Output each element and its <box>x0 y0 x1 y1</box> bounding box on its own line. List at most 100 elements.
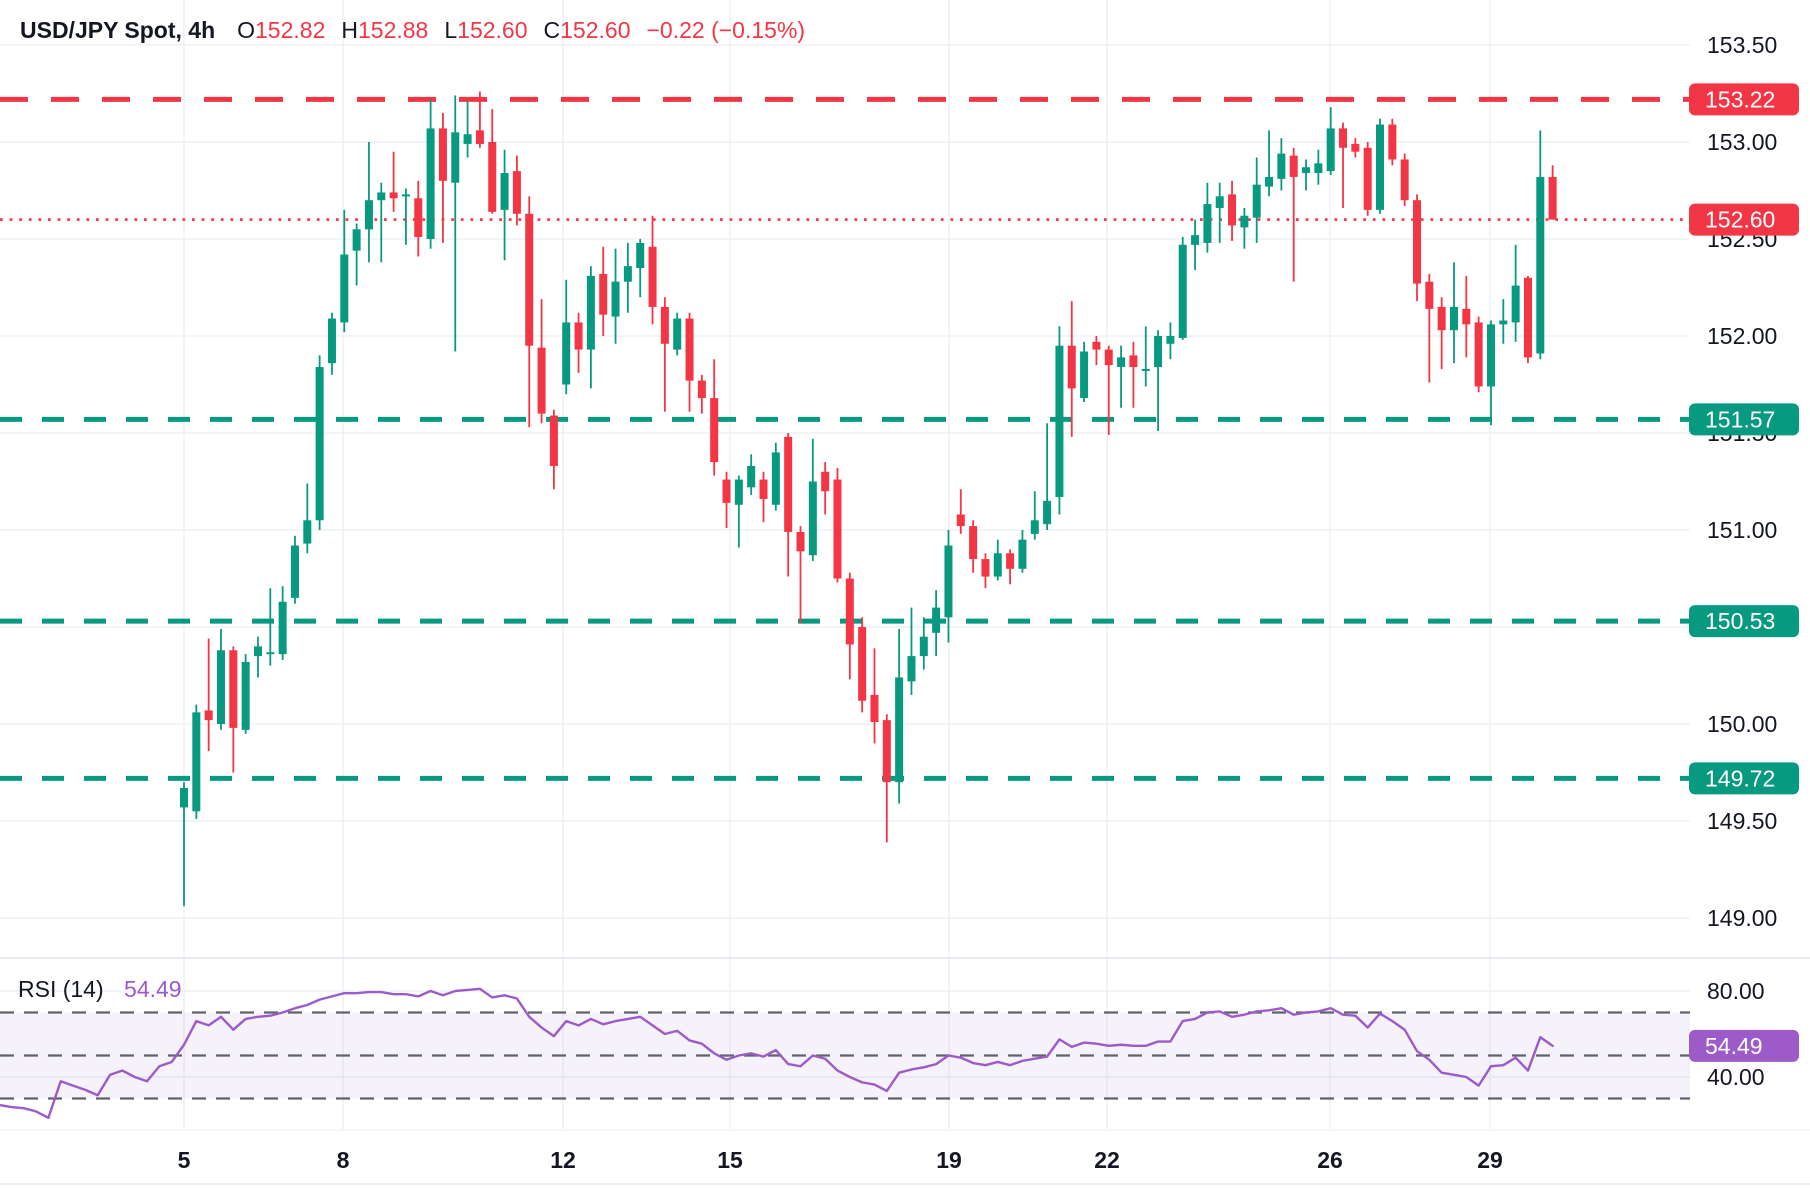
candle[interactable] <box>1277 138 1286 191</box>
candle[interactable] <box>969 520 978 573</box>
candle[interactable] <box>1499 299 1508 344</box>
candle[interactable] <box>204 638 213 752</box>
candle[interactable] <box>352 223 361 286</box>
candle[interactable] <box>1228 180 1237 241</box>
candle[interactable] <box>401 188 410 245</box>
candle[interactable] <box>1252 157 1261 243</box>
candle[interactable] <box>1092 336 1101 366</box>
candle[interactable] <box>1376 118 1385 214</box>
candle[interactable] <box>1388 118 1397 166</box>
candle[interactable] <box>1055 326 1064 515</box>
candle[interactable] <box>821 462 830 515</box>
candle[interactable] <box>1030 491 1039 540</box>
candle[interactable] <box>1400 153 1409 207</box>
candle[interactable] <box>1462 275 1471 358</box>
candle[interactable] <box>1006 549 1015 585</box>
candle[interactable] <box>1215 182 1224 243</box>
candle[interactable] <box>438 112 447 243</box>
candle[interactable] <box>1339 122 1348 208</box>
candle[interactable] <box>648 215 657 325</box>
candle[interactable] <box>192 704 201 820</box>
symbol-title[interactable]: USD/JPY Spot, 4h <box>20 17 216 43</box>
candle[interactable] <box>488 109 497 214</box>
candle[interactable] <box>1178 237 1187 340</box>
candle[interactable] <box>1536 130 1545 360</box>
candle[interactable] <box>784 433 793 577</box>
candle[interactable] <box>759 471 768 523</box>
candle[interactable] <box>722 471 731 529</box>
candle[interactable] <box>895 628 904 804</box>
candle[interactable] <box>870 648 879 744</box>
candle[interactable] <box>1240 207 1249 249</box>
candle[interactable] <box>266 588 275 666</box>
candle[interactable] <box>1437 297 1446 369</box>
time-axis-label[interactable]: 19 <box>936 1147 962 1173</box>
candle[interactable] <box>1104 345 1113 435</box>
time-axis-label[interactable]: 29 <box>1477 1147 1503 1173</box>
candle[interactable] <box>1166 322 1175 360</box>
candle[interactable] <box>327 312 336 375</box>
candle[interactable] <box>956 489 965 534</box>
candle[interactable] <box>1289 147 1298 282</box>
candle[interactable] <box>1511 244 1520 342</box>
candle[interactable] <box>1129 341 1138 408</box>
candle[interactable] <box>981 553 990 589</box>
candle[interactable] <box>882 714 891 843</box>
candle[interactable] <box>1449 262 1458 364</box>
candle[interactable] <box>796 526 805 624</box>
candle[interactable] <box>1548 165 1557 220</box>
candle[interactable] <box>1154 330 1163 432</box>
candle[interactable] <box>537 299 546 424</box>
candle[interactable] <box>833 467 842 583</box>
candle[interactable] <box>1203 182 1212 253</box>
candle[interactable] <box>1018 530 1027 573</box>
candle[interactable] <box>919 617 928 670</box>
candle[interactable] <box>673 312 682 356</box>
time-axis-label[interactable]: 22 <box>1094 1147 1120 1173</box>
price-axis-label[interactable]: 152.00 <box>1707 323 1777 349</box>
candle[interactable] <box>389 151 398 212</box>
candle[interactable] <box>932 590 941 657</box>
candle[interactable] <box>907 607 916 695</box>
candle[interactable] <box>1523 275 1532 364</box>
candle[interactable] <box>315 355 324 530</box>
candle[interactable] <box>512 155 521 226</box>
candle[interactable] <box>1117 345 1126 408</box>
candle[interactable] <box>697 374 706 414</box>
candle[interactable] <box>1191 219 1200 271</box>
price-axis-label[interactable]: 150.00 <box>1707 711 1777 737</box>
candle[interactable] <box>1474 316 1483 393</box>
candle[interactable] <box>364 142 373 263</box>
candle[interactable] <box>180 782 188 907</box>
candle[interactable] <box>1363 142 1372 216</box>
time-axis-label[interactable]: 8 <box>337 1147 350 1173</box>
price-axis-label[interactable]: 153.50 <box>1707 32 1777 58</box>
candle[interactable] <box>303 483 312 554</box>
candle[interactable] <box>451 95 460 352</box>
candle[interactable] <box>1080 341 1089 402</box>
candle[interactable] <box>340 209 349 333</box>
time-axis-label[interactable]: 15 <box>717 1147 743 1173</box>
candle[interactable] <box>660 297 669 412</box>
candle[interactable] <box>1425 273 1434 383</box>
rsi-axis-label[interactable]: 40.00 <box>1707 1064 1765 1090</box>
price-axis-label[interactable]: 149.00 <box>1707 905 1777 931</box>
candle[interactable] <box>253 636 262 678</box>
price-axis-label[interactable]: 151.00 <box>1707 517 1777 543</box>
candle[interactable] <box>710 359 719 476</box>
candle[interactable] <box>845 572 854 680</box>
price-axis-label[interactable]: 149.50 <box>1707 808 1777 834</box>
candle[interactable] <box>426 99 435 249</box>
candle[interactable] <box>1302 159 1311 191</box>
candle[interactable] <box>1486 320 1495 426</box>
candle[interactable] <box>1141 326 1150 387</box>
candle[interactable] <box>574 312 583 373</box>
candle[interactable] <box>623 242 632 313</box>
candle[interactable] <box>1067 301 1076 437</box>
candle[interactable] <box>599 246 608 336</box>
candle[interactable] <box>562 279 571 395</box>
candle[interactable] <box>1314 149 1323 185</box>
candle[interactable] <box>278 586 287 660</box>
candle[interactable] <box>858 617 867 713</box>
